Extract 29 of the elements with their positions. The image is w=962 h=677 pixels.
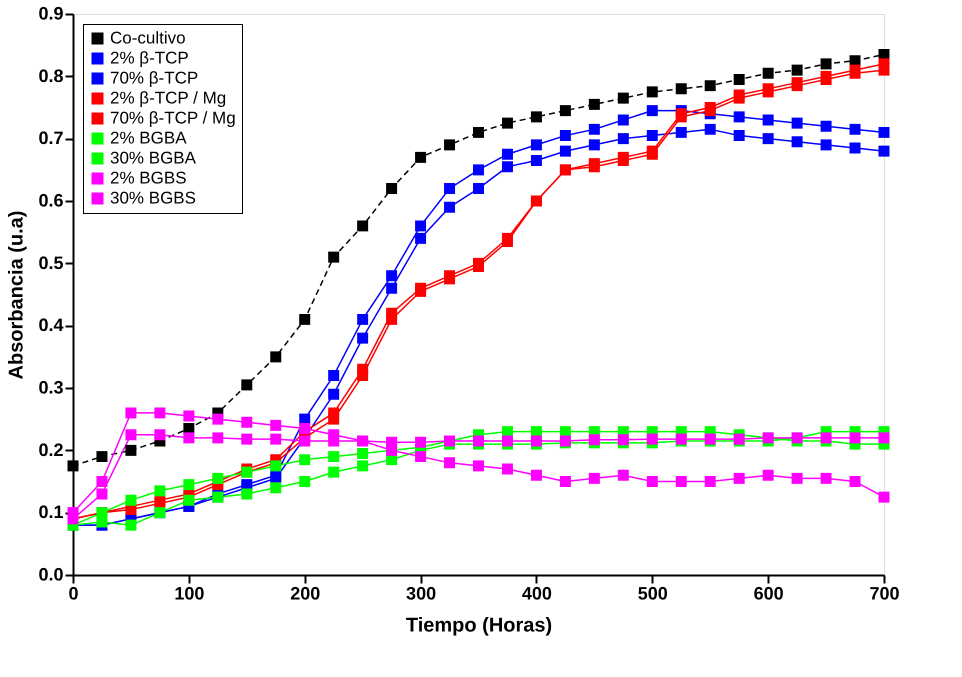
y-tick-label: 0.7 <box>38 128 64 148</box>
x-tick-label: 0 <box>68 584 79 604</box>
x-tick-label: 200 <box>290 584 320 604</box>
y-tick-label: 0.3 <box>38 378 64 398</box>
y-tick-label: 0.2 <box>38 440 64 460</box>
y-tick-label: 0.5 <box>38 252 64 273</box>
legend-label: 2% BGBS <box>110 168 187 188</box>
x-axis-title: Tiempo (Horas) <box>406 614 552 636</box>
x-tick-label: 500 <box>638 584 668 604</box>
x-tick-label: 400 <box>522 584 552 604</box>
x-tick-label: 600 <box>754 584 784 604</box>
y-tick-label: 0.0 <box>38 564 64 584</box>
y-tick-label: 0.1 <box>38 502 64 522</box>
legend-label: 70% β-TCP / Mg <box>110 108 236 128</box>
x-tick-label: 300 <box>406 584 436 604</box>
x-tick-label: 700 <box>869 584 900 604</box>
legend-label: 2% β-TCP / Mg <box>110 88 226 108</box>
y-axis-title: Absorbancia (u.a) <box>5 210 28 380</box>
y-tick-label: 0.6 <box>38 190 64 210</box>
y-tick-label: 0.4 <box>38 315 64 336</box>
legend-label: 70% β-TCP <box>110 68 198 88</box>
legend-label: 30% BGBA <box>110 148 197 168</box>
x-tick-label: 100 <box>174 584 204 604</box>
legend-label: 30% BGBS <box>110 188 196 208</box>
y-tick-label: 0.8 <box>38 66 64 86</box>
y-tick-label: 0.9 <box>38 4 64 24</box>
legend-label: Co-cultivo <box>110 28 186 48</box>
legend-label: 2% β-TCP <box>110 48 189 68</box>
legend-label: 2% BGBA <box>110 128 188 148</box>
